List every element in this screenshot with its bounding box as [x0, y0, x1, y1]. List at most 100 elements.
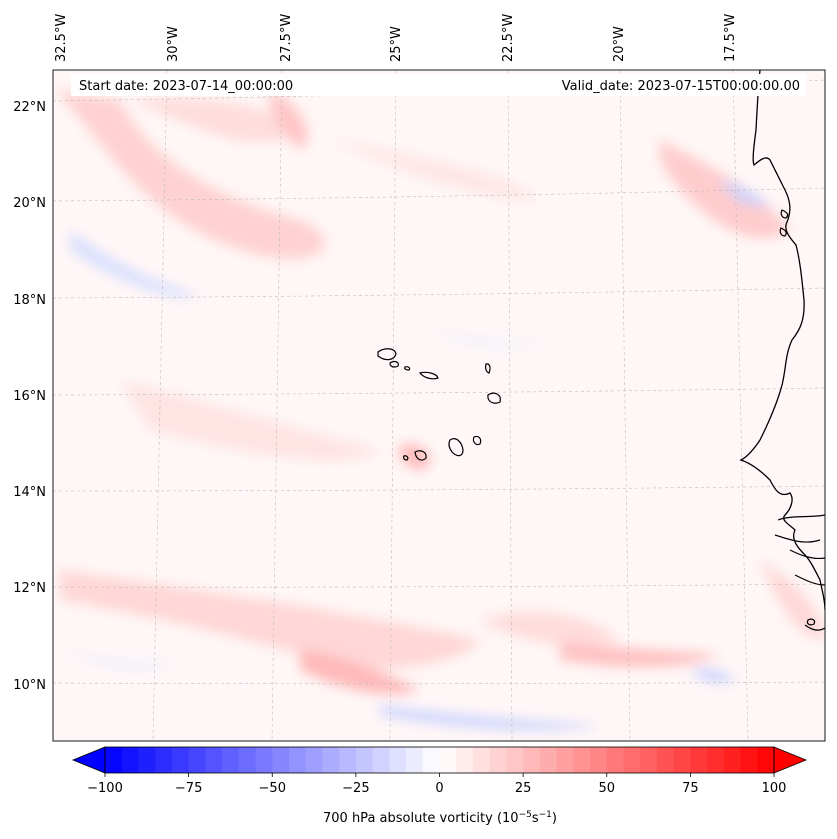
colorbar-cell: [121, 747, 139, 773]
colorbar-tick-label: 50: [598, 781, 615, 796]
island-santa-luzia: [404, 366, 411, 371]
lon-label: 20°W: [612, 26, 627, 62]
lat-gridline: [53, 681, 825, 685]
lon-label: 30°W: [166, 26, 181, 62]
colorbar-cell: [723, 747, 741, 773]
colorbar-cell: [472, 747, 491, 773]
lat-label: 10°N: [13, 678, 46, 693]
colorbar-cell: [272, 747, 290, 773]
colorbar-cell: [188, 747, 206, 773]
island-sal: [485, 363, 491, 374]
vorticity-patch-pos: [300, 650, 420, 694]
map-panel: [53, 70, 825, 741]
africa-coastline: [739, 70, 825, 611]
vorticity-patch-neg: [690, 669, 735, 682]
island-santiago: [448, 438, 464, 457]
colorbar-tick-label: 100: [762, 781, 787, 796]
colorbar-cell: [339, 747, 357, 773]
lon-gridline: [619, 70, 631, 741]
vorticity-patch-pos: [55, 90, 326, 260]
colorbar-cell: [389, 747, 407, 773]
vorticity-patch-pos: [659, 140, 790, 239]
vorticity-patch-pos: [130, 98, 300, 143]
vorticity-patch-pos: [330, 140, 540, 200]
header-valid-date: Valid_date: 2023-07-15T00:00:00.00: [562, 79, 800, 94]
lat-label: 12°N: [13, 581, 46, 596]
island-santo-antao: [377, 348, 397, 361]
island-brava: [403, 455, 409, 461]
vorticity-patch-pos: [560, 640, 720, 667]
lat-gridline: [53, 187, 825, 202]
colorbar-cell: [740, 747, 758, 773]
vorticity-patch-pos: [120, 380, 380, 461]
lat-gridline: [53, 485, 825, 492]
colorbar-cell: [573, 747, 591, 773]
lon-labels: 32.5°W 30°W 27.5°W 25°W 22.5°W 20°W 17.5…: [54, 14, 738, 62]
vorticity-patch-neg: [380, 705, 600, 731]
lat-label: 14°N: [13, 485, 46, 500]
island-maio: [472, 435, 482, 446]
colorbar-cell: [406, 747, 424, 773]
lon-label: 32.5°W: [54, 14, 69, 62]
header-start-date: Start date: 2023-07-14_00:00:00: [79, 79, 293, 94]
lat-gridline: [53, 583, 825, 588]
vorticity-patch-neg: [70, 230, 200, 298]
vorticity-patch-pos: [60, 570, 480, 669]
lat-labels: 22°N 20°N 18°N 16°N 14°N 12°N 10°N: [13, 100, 46, 693]
colorbar-tick-label: 75: [682, 781, 699, 796]
lon-gridline: [152, 70, 168, 741]
africa-coast-islands: [779, 209, 816, 626]
vorticity-patch-neg: [720, 180, 770, 207]
colorbar-cell: [640, 747, 658, 773]
colorbar-cell: [222, 747, 240, 773]
colorbar-tick-label: −75: [175, 781, 202, 796]
colorbar-cell: [757, 747, 775, 773]
colorbar-cell: [506, 747, 524, 773]
colorbar-ticks: −100 −75 −50 −25 0 25 50 75 100: [87, 773, 786, 796]
colorbar-cell: [105, 747, 123, 773]
lat-gridline: [53, 387, 825, 396]
colorbar-cell: [656, 747, 675, 773]
island-boa-vista: [487, 392, 501, 404]
lon-label: 17.5°W: [723, 14, 738, 62]
colorbar-cell: [523, 747, 541, 773]
lat-gridline: [53, 287, 825, 299]
colorbar-cell: [539, 747, 557, 773]
colorbar-cell: [690, 747, 708, 773]
vorticity-patch-pos: [398, 444, 431, 470]
lat-label: 22°N: [13, 100, 46, 115]
africa-coast-detail: [774, 514, 825, 631]
colorbar-cell: [205, 747, 223, 773]
lon-gridline: [271, 70, 283, 741]
colorbar-cell: [489, 747, 507, 773]
colorbar-tick-label: 0: [435, 781, 443, 796]
colorbar-cell: [623, 747, 641, 773]
island-sao-vicente: [389, 360, 399, 368]
map-frame: [52, 69, 826, 742]
colorbar-tick-label: −25: [342, 781, 369, 796]
colorbar-cell: [372, 747, 390, 773]
colorbar-tick-label: −50: [259, 781, 286, 796]
header-box: [71, 74, 806, 96]
lon-label: 25°W: [389, 26, 404, 62]
colorbar-cell: [422, 747, 440, 773]
cape-verde-islands: [377, 348, 501, 461]
colorbar-tick-label: 25: [515, 781, 532, 796]
lon-gridline: [507, 70, 513, 741]
gridlines: [53, 70, 825, 741]
colorbar-cell: [456, 747, 474, 773]
colorbar-extend-max: [773, 746, 808, 774]
lon-gridline: [389, 70, 397, 741]
vorticity-patch-pos: [480, 611, 620, 645]
colorbar-extend-min: [71, 746, 106, 774]
lat-label: 16°N: [13, 389, 46, 404]
colorbar-cell: [590, 747, 608, 773]
colorbar-cell: [238, 747, 256, 773]
colorbar-cells: [105, 747, 775, 773]
lon-label: 22.5°W: [501, 14, 516, 62]
lat-label: 20°N: [13, 196, 46, 211]
lon-gridline: [732, 70, 749, 741]
colorbar-tick-label: −100: [87, 781, 123, 796]
vorticity-patch-neg: [60, 650, 180, 669]
colorbar-cell: [673, 747, 691, 773]
